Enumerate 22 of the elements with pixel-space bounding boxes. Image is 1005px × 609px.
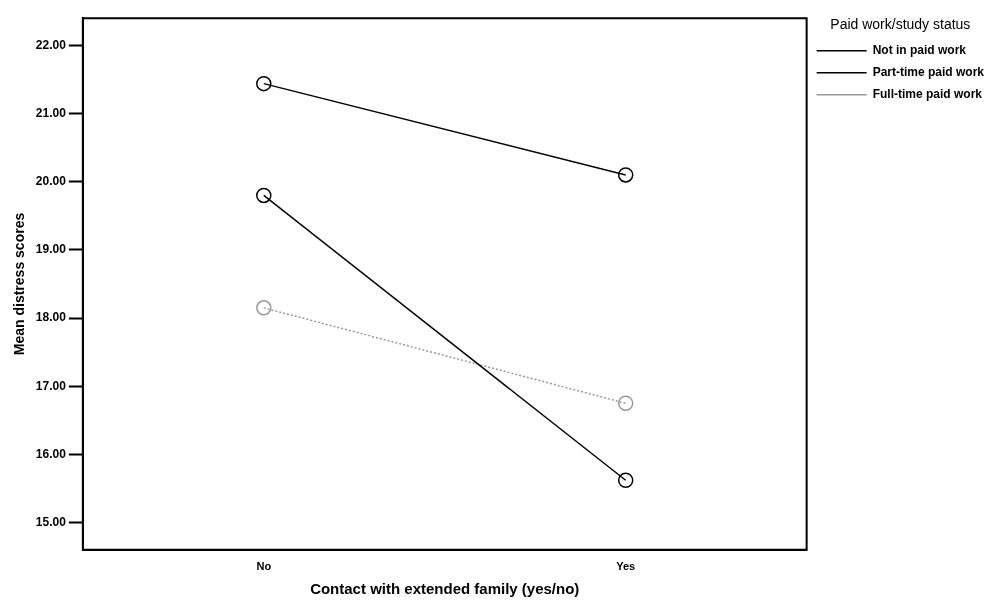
x-tick-label: No — [256, 560, 272, 573]
y-tick-label: 17.00 — [35, 378, 67, 393]
legend-title: Paid work/study status — [830, 15, 971, 32]
y-tick-label: 16.00 — [35, 446, 67, 461]
point — [256, 75, 272, 92]
point — [617, 395, 634, 412]
x-tick-label: Yes — [616, 560, 636, 573]
y-tick-label: 19.00 — [35, 242, 67, 257]
point — [256, 187, 272, 204]
legend-label: Not in paid work — [872, 43, 967, 58]
point — [256, 300, 272, 316]
point — [617, 472, 634, 489]
legend-label: Full-time paid work — [872, 87, 983, 102]
y-tick-label: 22.00 — [35, 37, 67, 52]
y-tick-label: 18.00 — [35, 310, 67, 325]
x-axis-title: Contact with extended family (yes/no) — [310, 580, 580, 598]
legend-label: Part-time paid work — [872, 65, 985, 80]
point — [617, 167, 634, 183]
y-tick-label: 20.00 — [35, 174, 67, 189]
y-tick-label: 21.00 — [35, 105, 67, 120]
y-axis-title: Mean distress scores — [11, 212, 28, 356]
y-tick-label: 15.00 — [35, 514, 67, 529]
